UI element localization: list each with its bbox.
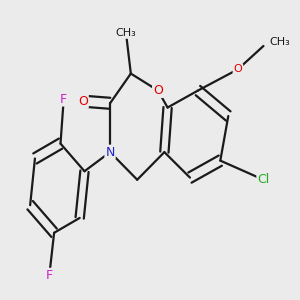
Text: CH₃: CH₃ — [270, 37, 291, 47]
Text: F: F — [46, 269, 53, 282]
Text: N: N — [105, 146, 115, 159]
Text: O: O — [153, 84, 163, 97]
Text: F: F — [60, 92, 67, 106]
Text: O: O — [78, 95, 88, 108]
Text: O: O — [233, 64, 242, 74]
Text: Cl: Cl — [257, 173, 270, 186]
Text: CH₃: CH₃ — [116, 28, 136, 38]
